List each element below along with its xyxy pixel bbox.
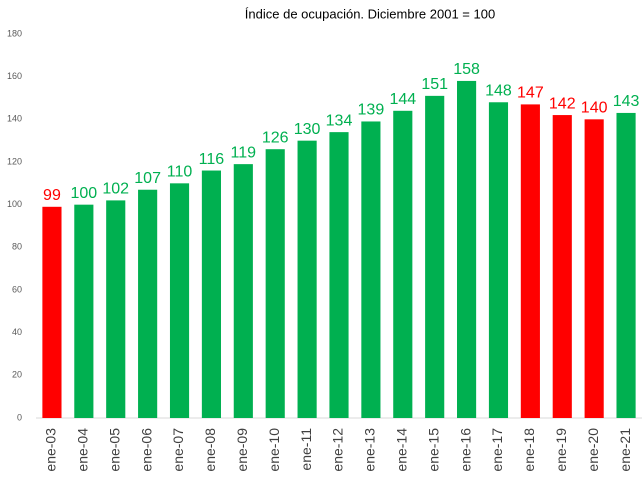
bar: [138, 189, 158, 418]
x-tick-label: ene-05: [106, 428, 122, 472]
bar: [42, 206, 62, 418]
value-label: 147: [517, 85, 544, 102]
x-tick-label: ene-09: [234, 428, 250, 472]
value-label: 107: [134, 170, 161, 187]
bar: [393, 110, 413, 419]
bar: [552, 115, 572, 419]
x-tick-label: ene-17: [489, 428, 505, 472]
value-label: 119: [231, 144, 257, 161]
value-label: 158: [453, 61, 480, 78]
x-tick-label: ene-20: [585, 428, 601, 472]
y-tick-label: 40: [12, 327, 22, 337]
x-tick-label: ene-21: [617, 428, 633, 472]
x-tick-label: ene-18: [521, 428, 537, 472]
bar: [457, 80, 477, 418]
bar: [361, 121, 381, 418]
value-label: 102: [102, 181, 129, 198]
value-label: 140: [581, 100, 608, 117]
x-tick-label: ene-04: [75, 428, 91, 472]
value-label: 151: [421, 76, 448, 93]
value-label: 144: [389, 91, 416, 108]
bar: [74, 204, 94, 418]
y-tick-label: 100: [7, 199, 22, 209]
bar: [106, 200, 126, 418]
bar: [520, 104, 540, 419]
value-label: 134: [326, 112, 353, 129]
x-tick-label: ene-14: [393, 428, 409, 472]
value-label: 126: [262, 129, 289, 146]
bar: [425, 95, 445, 418]
x-tick-label: ene-19: [553, 428, 569, 472]
y-tick-label: 80: [12, 242, 22, 252]
x-tick-label: ene-15: [425, 428, 441, 472]
bar: [233, 164, 253, 418]
value-label: 143: [613, 93, 640, 110]
bar: [329, 132, 349, 418]
value-label: 100: [70, 185, 97, 202]
y-tick-label: 0: [17, 412, 22, 422]
x-tick-label: ene-08: [202, 428, 218, 472]
x-tick-label: ene-13: [362, 428, 378, 472]
value-label: 142: [549, 95, 576, 112]
chart-title: Índice de ocupación. Diciembre 2001 = 10…: [245, 6, 495, 21]
bar: [169, 183, 190, 418]
x-tick-label: ene-03: [43, 428, 59, 472]
value-label: 139: [358, 102, 385, 119]
y-tick-label: 60: [12, 284, 22, 294]
y-tick-label: 20: [12, 370, 22, 380]
x-tick-label: ene-07: [170, 428, 186, 472]
value-label: 110: [167, 164, 193, 181]
bar: [201, 170, 221, 418]
value-label: 148: [485, 82, 512, 99]
bar: [297, 140, 317, 418]
value-label: 116: [199, 151, 225, 168]
y-tick-label: 140: [7, 114, 22, 124]
x-tick-label: ene-16: [457, 428, 473, 472]
bar: [265, 149, 285, 418]
value-label: 99: [43, 187, 61, 204]
value-label: 130: [294, 121, 321, 138]
bar: [584, 119, 604, 418]
y-tick-label: 180: [7, 28, 22, 38]
bar: [488, 102, 509, 419]
y-tick-label: 160: [7, 71, 22, 81]
x-tick-label: ene-06: [138, 428, 154, 472]
x-tick-label: ene-12: [330, 428, 346, 472]
x-tick-label: ene-10: [266, 428, 282, 472]
y-tick-label: 120: [7, 156, 22, 166]
bar: [616, 112, 636, 418]
x-tick-label: ene-11: [298, 428, 314, 471]
